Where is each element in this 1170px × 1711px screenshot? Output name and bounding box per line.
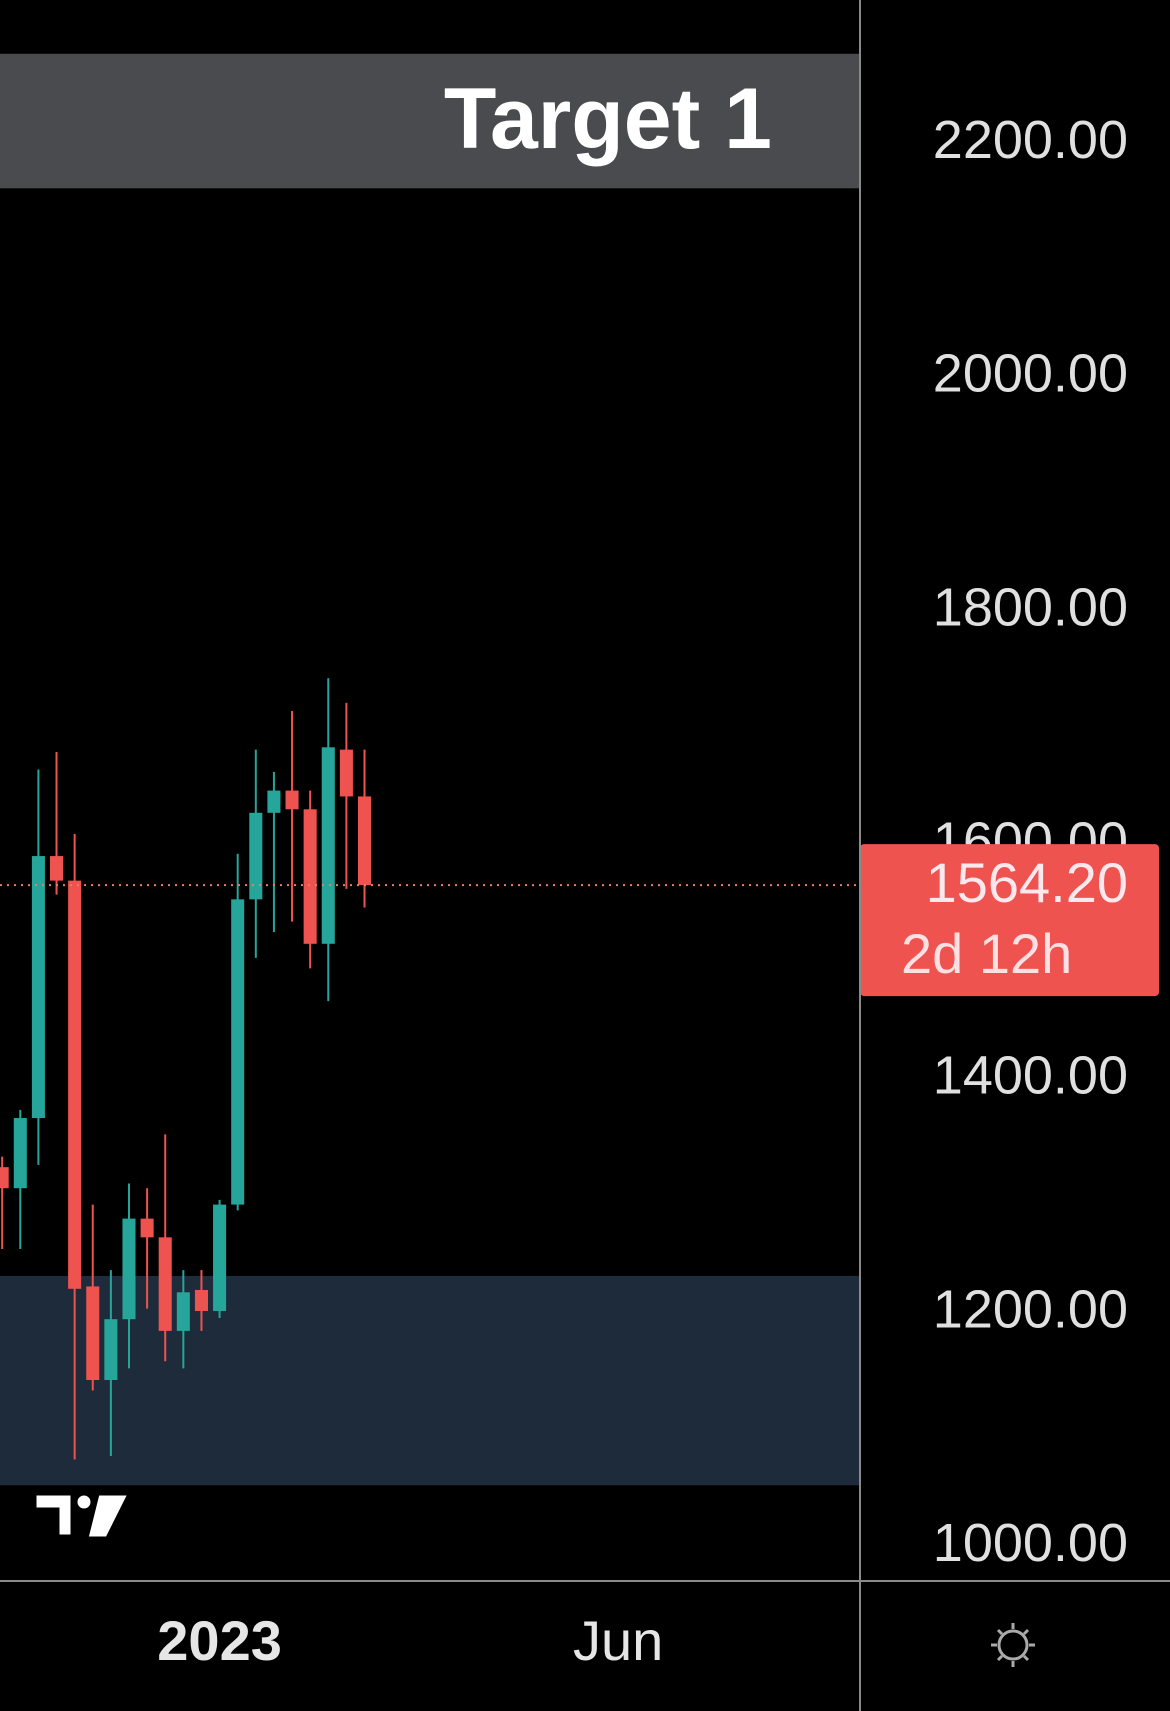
candle-body bbox=[321, 747, 335, 944]
candle-body bbox=[122, 1218, 136, 1320]
countdown-label: 2d 12h bbox=[901, 922, 1072, 985]
x-tick-label: Jun bbox=[573, 1609, 663, 1672]
candle-body bbox=[194, 1289, 208, 1312]
y-tick-label: 1800.00 bbox=[933, 578, 1128, 638]
last-price-box bbox=[860, 844, 1159, 997]
candle-body bbox=[231, 899, 245, 1205]
tradingview-logo bbox=[33, 1492, 132, 1540]
candle-body bbox=[50, 856, 64, 881]
candle-body bbox=[357, 796, 372, 886]
candle-body bbox=[339, 749, 353, 797]
y-tick-label: 1200.00 bbox=[933, 1279, 1128, 1339]
candle-body bbox=[213, 1204, 227, 1312]
target-label: Target 1 bbox=[444, 71, 772, 167]
target-band bbox=[0, 53, 860, 189]
candle-body bbox=[176, 1292, 190, 1331]
y-tick-label: 2000.00 bbox=[933, 344, 1128, 404]
candle-body bbox=[249, 812, 263, 900]
y-tick-label: 1400.00 bbox=[933, 1045, 1128, 1105]
candle-body bbox=[104, 1319, 118, 1381]
candle-body bbox=[31, 856, 45, 1119]
x-tick-label: 2023 bbox=[157, 1609, 282, 1672]
candle-body bbox=[267, 790, 281, 813]
settings-icon[interactable] bbox=[991, 1623, 1035, 1667]
last-price-label: 1564.20 bbox=[926, 851, 1128, 914]
candle-body bbox=[285, 790, 299, 810]
candle-body bbox=[68, 880, 82, 1289]
candle-body bbox=[303, 809, 317, 944]
candle-body bbox=[140, 1218, 154, 1238]
plot: Target 11000.001200.001400.001600.001800… bbox=[0, 53, 1159, 1672]
candle-body bbox=[158, 1237, 172, 1331]
y-tick-label: 2200.00 bbox=[933, 110, 1128, 170]
zone bbox=[0, 1275, 860, 1486]
candle-body bbox=[86, 1286, 100, 1381]
candle-body bbox=[0, 1167, 9, 1189]
y-tick-label: 1000.00 bbox=[933, 1513, 1128, 1573]
candle-body bbox=[13, 1118, 27, 1189]
